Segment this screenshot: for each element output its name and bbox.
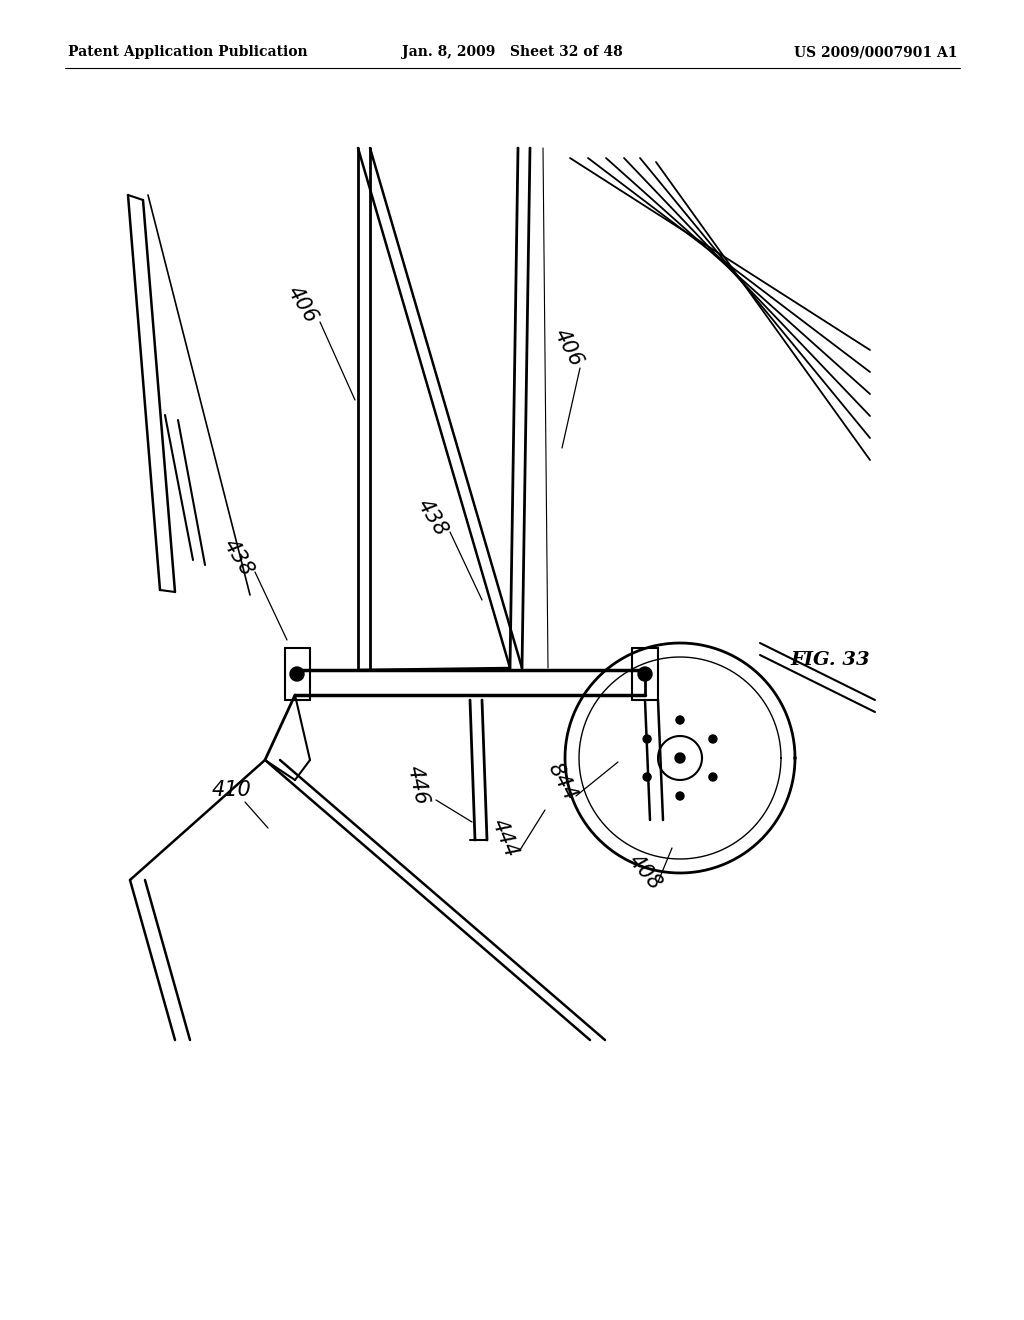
Text: Jan. 8, 2009   Sheet 32 of 48: Jan. 8, 2009 Sheet 32 of 48 bbox=[401, 45, 623, 59]
Text: FIG. 33: FIG. 33 bbox=[790, 651, 869, 669]
Circle shape bbox=[643, 774, 651, 781]
Text: 406: 406 bbox=[550, 326, 586, 370]
Circle shape bbox=[290, 667, 304, 681]
Circle shape bbox=[675, 752, 685, 763]
Circle shape bbox=[643, 735, 651, 743]
Text: US 2009/0007901 A1: US 2009/0007901 A1 bbox=[795, 45, 958, 59]
Circle shape bbox=[709, 735, 717, 743]
Text: 844: 844 bbox=[544, 760, 581, 804]
Text: 438: 438 bbox=[413, 496, 451, 540]
Text: 406: 406 bbox=[283, 282, 321, 327]
Circle shape bbox=[638, 667, 652, 681]
Circle shape bbox=[676, 792, 684, 800]
Text: 446: 446 bbox=[404, 763, 432, 807]
Text: 444: 444 bbox=[488, 816, 521, 861]
Circle shape bbox=[709, 774, 717, 781]
Text: Patent Application Publication: Patent Application Publication bbox=[68, 45, 307, 59]
Circle shape bbox=[676, 715, 684, 723]
Text: 438: 438 bbox=[219, 536, 257, 581]
Text: 410: 410 bbox=[212, 780, 252, 800]
Text: 408: 408 bbox=[625, 850, 666, 894]
